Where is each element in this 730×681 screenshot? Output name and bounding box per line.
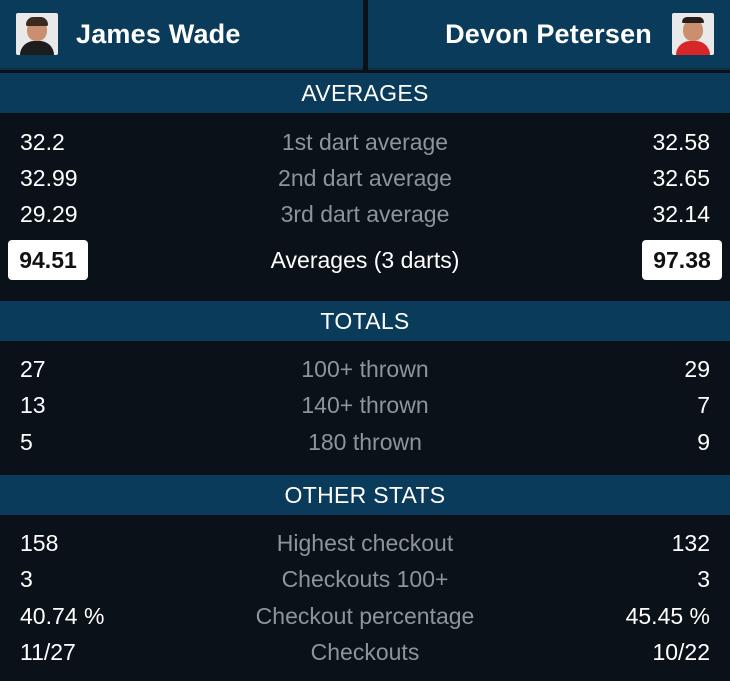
left-average-badge: 94.51 (8, 240, 88, 280)
right-average-badge: 97.38 (642, 240, 722, 280)
player-header: James Wade Devon Petersen (0, 0, 730, 70)
stat-label: Highest checkout (276, 530, 454, 556)
stat-row-highest-checkout: 158 Highest checkout 132 (0, 525, 730, 561)
section-title-other-stats: OTHER STATS (0, 475, 730, 515)
section-title-averages: AVERAGES (0, 73, 730, 113)
stat-right-value: 9 (697, 429, 710, 455)
stat-label: Checkouts 100+ (281, 566, 449, 592)
stat-label: 180 thrown (308, 429, 422, 455)
stat-right-value: 32.58 (652, 129, 710, 155)
player-right-avatar-icon (672, 13, 714, 55)
stat-row-3rd-dart-average: 29.29 3rd dart average 32.14 (0, 196, 730, 232)
stat-label: Averages (3 darts) (270, 247, 460, 273)
stat-row-180: 5 180 thrown 9 (0, 424, 730, 460)
stat-left-value: 27 (20, 356, 46, 382)
stat-left-value: 5 (20, 429, 33, 455)
player-right[interactable]: Devon Petersen (367, 0, 730, 70)
stat-row-checkouts: 11/27 Checkouts 10/22 (0, 634, 730, 670)
player-left-name: James Wade (76, 18, 241, 49)
stat-label: 1st dart average (281, 129, 449, 155)
stat-label: 2nd dart average (278, 165, 452, 191)
stat-label: 100+ thrown (301, 356, 429, 382)
stat-label: Checkouts (310, 639, 420, 665)
stat-right-value: 32.14 (652, 201, 710, 227)
stat-right-value: 132 (671, 530, 710, 556)
stat-right-value: 3 (697, 566, 710, 592)
player-left[interactable]: James Wade (0, 0, 363, 70)
stat-left-value: 13 (20, 392, 46, 418)
stat-row-100-plus: 27 100+ thrown 29 (0, 351, 730, 387)
player-right-name: Devon Petersen (445, 18, 652, 49)
stat-row-three-dart-average: 94.51 Averages (3 darts) 97.38 (0, 240, 730, 280)
stat-row-140-plus: 13 140+ thrown 7 (0, 387, 730, 423)
stat-row-checkouts-100-plus: 3 Checkouts 100+ 3 (0, 561, 730, 597)
stat-row-checkout-percentage: 40.74 % Checkout percentage 45.45 % (0, 598, 730, 634)
player-left-avatar-icon (16, 13, 58, 55)
stat-label: 3rd dart average (280, 201, 450, 227)
stat-right-value: 45.45 % (625, 603, 710, 629)
stat-right-value: 10/22 (652, 639, 710, 665)
stat-label: Checkout percentage (255, 603, 475, 629)
stat-left-value: 40.74 % (20, 603, 105, 629)
stat-left-value: 11/27 (20, 639, 76, 665)
stat-right-value: 32.65 (652, 165, 710, 191)
stat-left-value: 3 (20, 566, 33, 592)
stat-right-value: 7 (697, 392, 710, 418)
stat-label: 140+ thrown (301, 392, 429, 418)
stat-left-value: 158 (20, 530, 59, 556)
stat-left-value: 32.99 (20, 165, 78, 191)
stat-right-value: 29 (684, 356, 710, 382)
stat-row-1st-dart-average: 32.2 1st dart average 32.58 (0, 124, 730, 160)
stat-left-value: 29.29 (20, 201, 78, 227)
stat-left-value: 32.2 (20, 129, 65, 155)
section-title-totals: TOTALS (0, 301, 730, 341)
stat-row-2nd-dart-average: 32.99 2nd dart average 32.65 (0, 160, 730, 196)
